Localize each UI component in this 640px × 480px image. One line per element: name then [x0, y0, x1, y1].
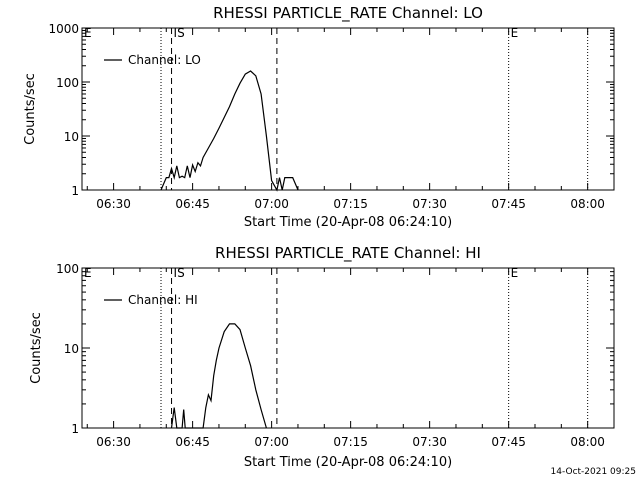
x-tick-label: 07:45 [491, 197, 526, 211]
y-axis-label: Counts/sec [23, 73, 38, 145]
x-tick-label: 07:15 [333, 197, 368, 211]
time-marker-label: E [511, 26, 519, 40]
x-tick-label: 07:15 [333, 435, 368, 449]
time-marker-label: IS [174, 26, 185, 40]
x-tick-label: 08:00 [570, 435, 605, 449]
series-line [170, 323, 267, 429]
y-tick-label: 100 [56, 76, 79, 90]
x-tick-label: 07:30 [412, 435, 447, 449]
legend-label: Channel: HI [128, 293, 198, 307]
y-axis-label: Counts/sec [29, 312, 44, 384]
chart-title: RHESSI PARTICLE_RATE Channel: HI [215, 244, 481, 263]
y-tick-label: 1 [71, 422, 79, 436]
series-line [160, 70, 299, 192]
time-marker-label: E [84, 26, 92, 40]
x-axis-label: Start Time (20-Apr-08 06:24:10) [244, 455, 452, 470]
chart-panel-1: RHESSI PARTICLE_RATE Channel: LO Start Ti… [23, 4, 615, 230]
chart-panel-2: RHESSI PARTICLE_RATE Channel: HI Start Ti… [29, 244, 615, 470]
chart-title: RHESSI PARTICLE_RATE Channel: LO [213, 4, 483, 23]
y-tick-label: 10 [64, 342, 79, 356]
x-tick-label: 07:00 [254, 435, 289, 449]
x-tick-label: 06:30 [96, 197, 131, 211]
x-tick-label: 06:30 [96, 435, 131, 449]
y-tick-label: 100 [56, 262, 79, 276]
time-marker-label: E [511, 266, 519, 280]
x-tick-label: 07:30 [412, 197, 447, 211]
legend-label: Channel: LO [128, 53, 201, 67]
x-tick-label: 07:45 [491, 435, 526, 449]
x-tick-label: 06:45 [175, 435, 210, 449]
x-tick-label: 08:00 [570, 197, 605, 211]
x-tick-label: 06:45 [175, 197, 210, 211]
y-tick-label: 1 [71, 184, 79, 198]
chart-timestamp: 14-Oct-2021 09:25 [551, 467, 636, 477]
x-axis-label: Start Time (20-Apr-08 06:24:10) [244, 215, 452, 230]
time-marker-label: E [84, 266, 92, 280]
x-tick-label: 07:00 [254, 197, 289, 211]
y-tick-label: 10 [64, 130, 79, 144]
time-marker-label: IS [174, 266, 185, 280]
y-tick-label: 1000 [48, 22, 79, 36]
plot-frame [81, 267, 615, 429]
